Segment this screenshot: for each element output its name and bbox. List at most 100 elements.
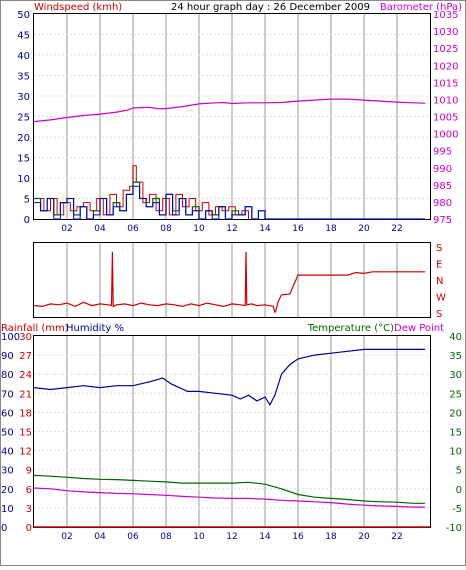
baro-y-tick: 1010 xyxy=(433,95,458,106)
temperature-label: Temperature (°C) xyxy=(307,323,394,334)
wind-y-tick: 25 xyxy=(17,113,30,124)
humidity-y-tick: 30 xyxy=(1,466,14,477)
baro-y-tick: 980 xyxy=(433,198,452,209)
baro-y-tick: 1030 xyxy=(433,27,458,38)
baro-y-tick: 990 xyxy=(433,164,452,175)
humidity-y-tick: 90 xyxy=(1,351,14,362)
wind-y-tick: 50 xyxy=(17,10,30,21)
baro-y-tick: 995 xyxy=(433,147,452,158)
baro-y-tick: 1025 xyxy=(433,44,458,55)
direction-axis-label: S xyxy=(436,243,442,254)
x-tick-label-top: 10 xyxy=(193,224,205,234)
x-tick-label-bottom: 14 xyxy=(259,532,271,542)
humidity-y-tick: 20 xyxy=(1,485,14,496)
baro-y-tick: 975 xyxy=(433,215,452,226)
wind-y-tick: 30 xyxy=(17,92,30,103)
temp-y-tick: 0 xyxy=(456,485,462,496)
temp-y-tick: 30 xyxy=(449,370,462,381)
dewpoint-label: Dew Point xyxy=(394,323,444,334)
x-tick-label-top: 06 xyxy=(127,224,139,234)
direction-panel xyxy=(33,242,431,318)
rain-y-tick: 3 xyxy=(26,504,32,515)
baro-y-tick: 1005 xyxy=(433,113,458,124)
x-tick-label-top: 14 xyxy=(259,224,271,234)
x-tick-label-top: 16 xyxy=(292,224,304,234)
windspeed-label: Windspeed (kmh) xyxy=(34,2,122,13)
humidity-y-tick: 100 xyxy=(1,332,20,343)
direction-axis-label: E xyxy=(436,260,442,271)
baro-y-tick: 1000 xyxy=(433,130,458,141)
wind-direction-line xyxy=(33,251,425,314)
temp-y-tick: 25 xyxy=(449,389,462,400)
rain-y-tick: 12 xyxy=(19,447,32,458)
rainfall-label: Rainfall (mm) xyxy=(1,323,69,334)
x-tick-label-bottom: 18 xyxy=(325,532,337,542)
humidity-line xyxy=(33,348,425,406)
temp-y-tick: 15 xyxy=(449,428,462,439)
rain-y-tick: 24 xyxy=(19,370,32,381)
barometer-line xyxy=(33,98,426,123)
wind-y-tick: 5 xyxy=(24,195,30,206)
x-tick-label-bottom: 08 xyxy=(160,532,172,542)
wind-y-tick: 45 xyxy=(17,31,30,42)
temperature-line xyxy=(33,474,425,504)
x-tick-label-top: 22 xyxy=(391,224,402,234)
chart-title: 24 hour graph day : 26 December 2009 xyxy=(171,2,370,13)
rain-y-tick: 9 xyxy=(26,466,32,477)
wind-y-tick: 0 xyxy=(24,215,30,226)
x-tick-label-top: 02 xyxy=(61,224,72,234)
humidity-y-tick: 80 xyxy=(1,370,14,381)
baro-y-tick: 1035 xyxy=(433,10,458,21)
x-tick-label-top: 08 xyxy=(160,224,172,234)
humidity-label: Humidity % xyxy=(66,323,124,334)
wind-speed-line xyxy=(34,185,425,220)
humidity-y-tick: 50 xyxy=(1,428,14,439)
wind-y-tick: 20 xyxy=(17,133,30,144)
humidity-y-tick: 40 xyxy=(1,447,14,458)
baro-y-tick: 1015 xyxy=(433,78,458,89)
direction-axis-label: N xyxy=(436,276,443,287)
barometer-label: Barometer (hPa) xyxy=(380,2,462,13)
temp-y-tick: 35 xyxy=(449,351,462,362)
baro-y-tick: 1020 xyxy=(433,61,458,72)
baro-y-tick: 985 xyxy=(433,181,452,192)
wind-y-tick: 10 xyxy=(17,174,30,185)
x-tick-label-bottom: 04 xyxy=(94,532,106,542)
x-tick-label-bottom: 22 xyxy=(391,532,402,542)
x-tick-label-bottom: 16 xyxy=(292,532,304,542)
x-tick-label-bottom: 10 xyxy=(193,532,205,542)
humidity-y-tick: 10 xyxy=(1,504,14,515)
direction-axis-label: W xyxy=(436,293,446,304)
wind-y-tick: 15 xyxy=(17,154,30,165)
humidity-y-tick: 70 xyxy=(1,389,14,400)
rain-y-tick: 27 xyxy=(19,351,32,362)
x-tick-label-bottom: 12 xyxy=(226,532,237,542)
rain-y-tick: 30 xyxy=(19,332,32,343)
humidity-y-tick: 60 xyxy=(1,408,14,419)
rain-y-tick: 15 xyxy=(19,428,32,439)
x-tick-label-bottom: 06 xyxy=(127,532,139,542)
direction-axis-label: S xyxy=(436,309,442,320)
humidity-y-tick: 0 xyxy=(1,523,7,534)
temp-y-tick: 40 xyxy=(449,332,462,343)
wind-y-tick: 40 xyxy=(17,51,30,62)
wind-y-tick: 35 xyxy=(17,72,30,83)
rain-y-tick: 21 xyxy=(19,389,32,400)
temp-y-tick: -5 xyxy=(452,504,462,515)
temp-y-tick: 5 xyxy=(456,466,462,477)
x-tick-label-top: 12 xyxy=(226,224,237,234)
dewpoint-line xyxy=(33,487,425,508)
x-tick-label-top: 18 xyxy=(325,224,337,234)
temp-y-tick: -10 xyxy=(446,523,462,534)
x-tick-label-top: 20 xyxy=(358,224,370,234)
temp-y-tick: 20 xyxy=(449,408,462,419)
rain-y-tick: 6 xyxy=(26,485,32,496)
temp-y-tick: 10 xyxy=(449,447,462,458)
x-tick-label-top: 04 xyxy=(94,224,106,234)
x-tick-label-bottom: 20 xyxy=(358,532,370,542)
x-tick-label-bottom: 02 xyxy=(61,532,72,542)
rain-y-tick: 0 xyxy=(26,523,32,534)
rain-y-tick: 18 xyxy=(19,408,32,419)
